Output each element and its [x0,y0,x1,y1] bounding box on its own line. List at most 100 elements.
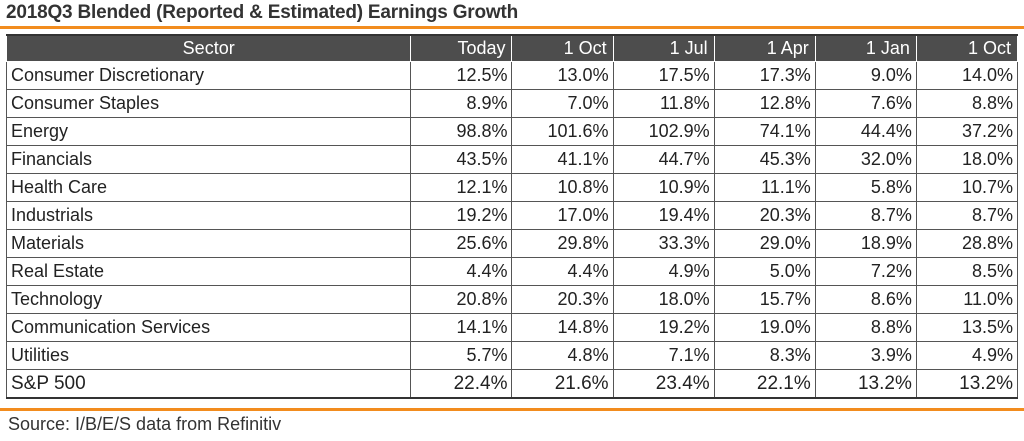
growth-value-cell: 13.2% [915,369,1019,399]
table-row: Financials 43.5% 41.1% 44.7% 45.3% 32.0% 18.0% [5,145,1019,174]
earnings-table-container: Sector Today 1 Oct 1 Jul 1 Apr 1 Jan 1 O… [5,34,1019,399]
growth-value-cell: 17.3% [713,61,816,90]
growth-value-cell: 4.8% [511,341,614,370]
growth-value-cell: 5.0% [713,257,816,286]
table-row: Utilities 5.7% 4.8% 7.1% 8.3% 3.9% 4.9% [5,341,1019,370]
growth-value-cell: 98.8% [410,117,513,146]
sector-name-cell: Financials [5,145,412,174]
growth-value-cell: 11.0% [915,285,1019,314]
column-header-1-oct-prior: 1 Oct [915,34,1019,62]
growth-value-cell: 10.8% [511,173,614,202]
growth-value-cell: 20.3% [713,201,816,230]
growth-value-cell: 3.9% [814,341,917,370]
growth-value-cell: 17.0% [511,201,614,230]
column-header-today: Today [410,34,513,62]
sector-name-cell: Communication Services [5,313,412,342]
sector-name-cell: S&P 500 [5,369,412,399]
top-accent-rule [0,26,1024,29]
table-row: Health Care 12.1% 10.8% 10.9% 11.1% 5.8% 10.7% [5,173,1019,202]
growth-value-cell: 9.0% [814,61,917,90]
growth-value-cell: 4.9% [612,257,715,286]
growth-value-cell: 7.0% [511,89,614,118]
growth-value-cell: 13.5% [915,313,1019,342]
growth-value-cell: 44.4% [814,117,917,146]
growth-value-cell: 8.6% [814,285,917,314]
growth-value-cell: 4.9% [915,341,1019,370]
growth-value-cell: 7.2% [814,257,917,286]
column-header-1-oct: 1 Oct [511,34,614,62]
table-body: Consumer Discretionary 12.5% 13.0% 17.5% 17.… [5,61,1019,399]
growth-value-cell: 41.1% [511,145,614,174]
table-row: Materials 25.6% 29.8% 33.3% 29.0% 18.9% 28.8% [5,229,1019,258]
growth-value-cell: 21.6% [511,369,614,399]
growth-value-cell: 29.0% [713,229,816,258]
growth-value-cell: 11.8% [612,89,715,118]
table-header: Sector Today 1 Oct 1 Jul 1 Apr 1 Jan 1 O… [5,34,1019,62]
growth-value-cell: 44.7% [612,145,715,174]
growth-value-cell: 5.7% [410,341,513,370]
growth-value-cell: 14.1% [410,313,513,342]
sector-name-cell: Health Care [5,173,412,202]
growth-value-cell: 33.3% [612,229,715,258]
table-row: Technology 20.8% 20.3% 18.0% 15.7% 8.6% 11.0% [5,285,1019,314]
growth-value-cell: 5.8% [814,173,917,202]
growth-value-cell: 10.9% [612,173,715,202]
sector-name-cell: Materials [5,229,412,258]
growth-value-cell: 13.2% [814,369,917,399]
growth-value-cell: 23.4% [612,369,715,399]
table-row: S&P 500 22.4% 21.6% 23.4% 22.1% 13.2% 13.2% [5,369,1019,399]
growth-value-cell: 8.7% [814,201,917,230]
table-row: Consumer Staples 8.9% 7.0% 11.8% 12.8% 7.6% 8.… [5,89,1019,118]
growth-value-cell: 8.3% [713,341,816,370]
growth-value-cell: 8.8% [814,313,917,342]
growth-value-cell: 19.0% [713,313,816,342]
growth-value-cell: 19.4% [612,201,715,230]
growth-value-cell: 25.6% [410,229,513,258]
growth-value-cell: 20.8% [410,285,513,314]
bottom-accent-rule [0,408,1024,411]
table-row: Industrials 19.2% 17.0% 19.4% 20.3% 8.7% 8.7% [5,201,1019,230]
column-header-sector: Sector [5,34,412,62]
table-row: Consumer Discretionary 12.5% 13.0% 17.5% 17.… [5,61,1019,90]
growth-value-cell: 14.8% [511,313,614,342]
growth-value-cell: 43.5% [410,145,513,174]
table-row: Real Estate 4.4% 4.4% 4.9% 5.0% 7.2% 8.5% [5,257,1019,286]
sector-name-cell: Consumer Staples [5,89,412,118]
growth-value-cell: 17.5% [612,61,715,90]
sector-name-cell: Consumer Discretionary [5,61,412,90]
growth-value-cell: 8.8% [915,89,1019,118]
growth-value-cell: 18.0% [612,285,715,314]
growth-value-cell: 22.4% [410,369,513,399]
growth-value-cell: 14.0% [915,61,1019,90]
growth-value-cell: 18.0% [915,145,1019,174]
sector-name-cell: Technology [5,285,412,314]
growth-value-cell: 19.2% [612,313,715,342]
growth-value-cell: 29.8% [511,229,614,258]
growth-value-cell: 10.7% [915,173,1019,202]
growth-value-cell: 4.4% [410,257,513,286]
sector-name-cell: Real Estate [5,257,412,286]
growth-value-cell: 19.2% [410,201,513,230]
growth-value-cell: 32.0% [814,145,917,174]
growth-value-cell: 45.3% [713,145,816,174]
growth-value-cell: 22.1% [713,369,816,399]
growth-value-cell: 7.1% [612,341,715,370]
growth-value-cell: 15.7% [713,285,816,314]
column-header-1-jan: 1 Jan [814,34,917,62]
earnings-growth-table: Sector Today 1 Oct 1 Jul 1 Apr 1 Jan 1 O… [5,34,1019,399]
growth-value-cell: 4.4% [511,257,614,286]
growth-value-cell: 11.1% [713,173,816,202]
growth-value-cell: 13.0% [511,61,614,90]
growth-value-cell: 8.9% [410,89,513,118]
sector-name-cell: Energy [5,117,412,146]
column-header-1-jul: 1 Jul [612,34,715,62]
growth-value-cell: 37.2% [915,117,1019,146]
growth-value-cell: 8.5% [915,257,1019,286]
sector-name-cell: Utilities [5,341,412,370]
growth-value-cell: 12.8% [713,89,816,118]
growth-value-cell: 20.3% [511,285,614,314]
table-title: 2018Q3 Blended (Reported & Estimated) Ea… [6,2,519,23]
column-header-1-apr: 1 Apr [713,34,816,62]
growth-value-cell: 8.7% [915,201,1019,230]
table-row: Energy 98.8% 101.6% 102.9% 74.1% 44.4% 37.2% [5,117,1019,146]
